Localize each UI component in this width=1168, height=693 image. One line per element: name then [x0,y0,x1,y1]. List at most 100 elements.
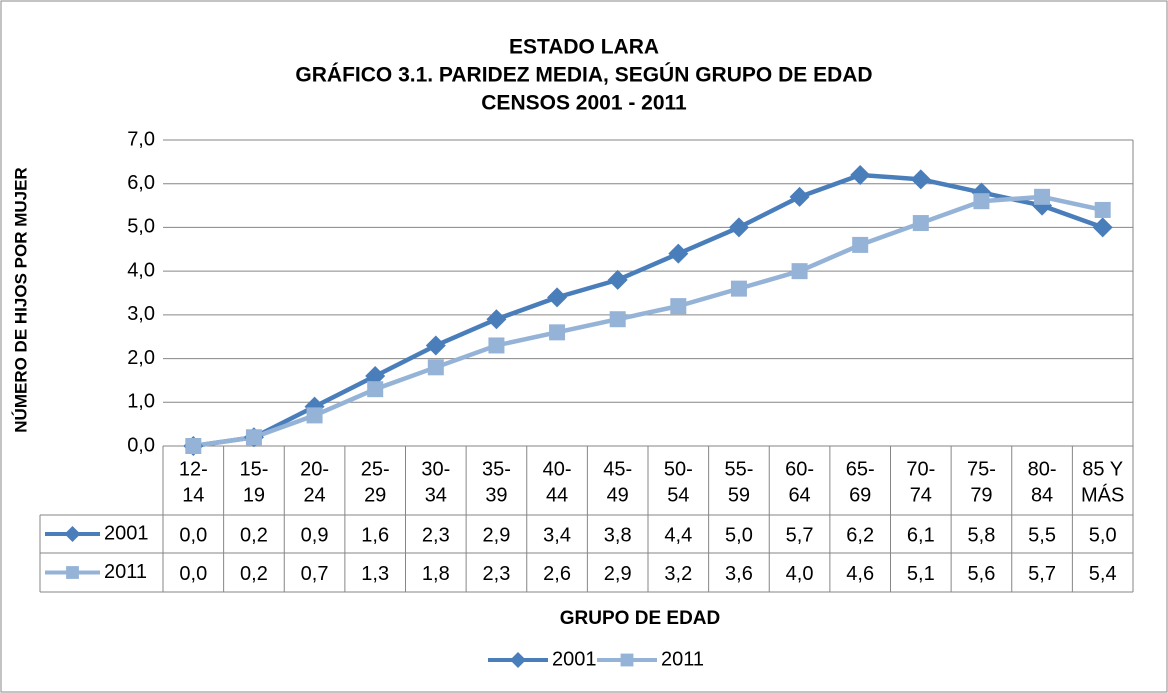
chart-title: ESTADO LARA [509,36,659,59]
legend-marker [66,566,79,579]
y-tick-label: 4,0 [127,259,155,281]
x-tick-label: 35- [482,458,511,480]
marker [668,243,689,264]
table-value: 3,8 [604,524,632,546]
x-tick-label: 39 [485,484,507,506]
table-value: 5,0 [1089,524,1117,546]
x-tick-label: 44 [546,484,568,506]
marker [973,193,990,210]
table-value: 0,2 [240,524,268,546]
marker [547,287,568,308]
x-tick-label: 45- [603,458,632,480]
x-tick-label: MÁS [1081,483,1124,506]
marker [427,359,444,376]
marker [245,429,262,446]
x-tick-label: 34 [425,484,447,506]
y-tick-label: 5,0 [127,216,155,238]
table-value: 5,4 [1089,563,1117,585]
table-value: 1,6 [361,524,389,546]
y-tick-label: 7,0 [127,128,155,150]
x-tick-label: 49 [607,484,629,506]
marker [185,438,202,454]
marker [488,337,505,354]
marker [1094,201,1111,218]
marker [549,324,566,341]
x-tick-label: 50- [664,458,693,480]
y-tick-label: 3,0 [127,303,155,325]
x-tick-label: 84 [1031,484,1053,506]
x-tick-label: 15- [239,458,268,480]
x-tick-label: 80- [1028,458,1057,480]
table-value: 3,4 [543,524,571,546]
x-tick-label: 75- [967,458,996,480]
legend-label: 2001 [104,522,149,544]
series-line [192,194,1104,449]
marker [607,269,628,290]
marker [609,311,626,328]
marker [728,217,749,238]
x-tick-label: 69 [849,484,871,506]
x-tick-label: 59 [728,484,750,506]
table-value: 0,0 [179,563,207,585]
chart-title: GRÁFICO 3.1. PARIDEZ MEDIA, SEGÚN GRUPO … [295,63,872,87]
x-tick-label: 19 [243,484,265,506]
x-tick-label: 70- [906,458,935,480]
x-tick-label: 64 [788,484,810,506]
y-axis-label: NÚMERO DE HIJOS POR MUJER [11,167,30,432]
marker [789,186,810,207]
table-value: 5,5 [1028,524,1056,546]
table-value: 5,7 [1028,563,1056,585]
x-tick-label: 85 Y [1082,458,1123,480]
series-line [192,172,1104,449]
legend-label: 2011 [661,648,704,670]
marker [1092,217,1113,238]
x-tick-label: 14 [182,484,204,506]
marker [852,236,869,253]
x-tick-label: 12- [179,458,208,480]
marker [850,164,871,185]
legend-label: 2001 [552,648,597,670]
table-value: 6,2 [846,524,874,546]
x-tick-label: 60- [785,458,814,480]
marker [425,335,446,356]
legend-marker [510,652,526,668]
legend-marker [64,526,81,542]
table-value: 2,9 [604,563,632,585]
table-value: 0,2 [240,563,268,585]
table-value: 3,6 [725,563,753,585]
legend-label: 2011 [104,561,147,583]
chart-title: CENSOS 2001 - 2011 [481,92,687,115]
x-tick-label: 29 [364,484,386,506]
table-value: 1,3 [361,563,389,585]
x-tick-label: 55- [724,458,753,480]
marker [1034,188,1051,205]
marker [367,381,384,398]
marker [670,298,687,315]
table-value: 2,3 [483,563,511,585]
marker [365,366,386,387]
marker [912,215,929,232]
marker [791,263,808,280]
table-value: 4,0 [786,563,814,585]
x-tick-label: 54 [667,484,689,506]
table-value: 0,9 [301,524,329,546]
table-value: 2,3 [422,524,450,546]
x-tick-label: 24 [303,484,325,506]
marker [910,169,931,190]
table-value: 5,1 [907,563,935,585]
table-value: 5,6 [968,563,996,585]
table-value: 1,8 [422,563,450,585]
y-tick-label: 0,0 [127,434,155,456]
table-value: 0,0 [179,524,207,546]
marker [306,407,323,424]
x-tick-label: 74 [910,484,932,506]
table-value: 4,6 [846,563,874,585]
table-value: 3,2 [664,563,692,585]
table-value: 5,7 [786,524,814,546]
y-tick-label: 1,0 [127,391,155,413]
table-value: 0,7 [301,563,329,585]
marker [730,280,747,297]
